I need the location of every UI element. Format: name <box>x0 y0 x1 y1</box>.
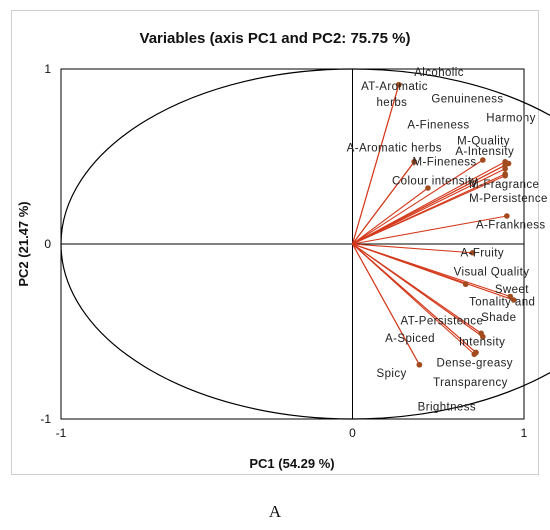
point-tonality-and-shade <box>510 297 517 303</box>
variable-label: Intensity <box>459 337 505 349</box>
x-tick-label: -1 <box>56 426 67 440</box>
variable-label: A-Aromatic herbs <box>347 142 442 154</box>
variable-label: Tonality and <box>469 296 535 308</box>
vector-m-persistence <box>352 175 506 245</box>
panel-label: A <box>269 502 282 521</box>
y-tick-label: 1 <box>44 62 51 76</box>
variable-label: Sweet <box>495 284 529 296</box>
point-colour-intensity <box>425 185 431 191</box>
point-transparency <box>473 349 479 356</box>
vector-m-fineness <box>352 161 415 245</box>
variable-label: Shade <box>481 312 516 324</box>
point-visual-quality <box>462 281 469 288</box>
vector-transparency <box>352 243 477 353</box>
point-a-frankness <box>504 213 510 219</box>
vector-colour-intensity <box>352 187 429 245</box>
x-tick-label: 1 <box>521 426 528 440</box>
vector-brightness <box>352 243 420 366</box>
variable-label: AT-Persistence <box>401 316 484 328</box>
variable-label: Genuineness <box>431 93 503 105</box>
point-at-aromatic-herbs <box>396 81 402 88</box>
variable-label: M-Fragrance <box>469 179 539 191</box>
variable-label: A-Fruity <box>461 247 504 259</box>
y-axis-title: PC2 (21.47 %) <box>16 201 31 286</box>
vector-a-fruity <box>352 243 473 254</box>
variable-label: AT-Aromatic <box>361 81 428 93</box>
variable-label: Transparency <box>433 377 508 389</box>
vector-a-frankness <box>352 215 507 245</box>
variable-label: A-Spiced <box>385 333 435 345</box>
variable-label: M-Fineness <box>413 156 477 168</box>
point-a-intensity <box>480 157 486 163</box>
variable-label: M-Quality <box>457 135 510 147</box>
vector-m-quality <box>352 164 506 245</box>
variable-label: A-Intensity <box>455 146 514 158</box>
variable-label: Colour intensity <box>392 176 478 188</box>
y-tick-label: 0 <box>44 237 51 251</box>
variable-label: Visual Quality <box>454 267 530 279</box>
variable-label: A-Fineness <box>407 120 469 132</box>
vector-tonality-and-shade <box>352 243 514 301</box>
x-axis-title: PC1 (54.29 %) <box>249 456 334 471</box>
point-a-fruity <box>469 249 476 256</box>
vector-a-intensity <box>352 159 484 245</box>
chart-frame <box>11 10 539 475</box>
point-m-quality <box>502 162 508 169</box>
y-tick-label: -1 <box>40 412 51 426</box>
variable-label: Harmony <box>486 113 535 125</box>
chart-title: Variables (axis PC1 and PC2: 75.75 %) <box>140 30 411 47</box>
variable-label: herbs <box>377 97 408 109</box>
point-at-persistence <box>478 330 484 337</box>
point-m-fineness <box>411 158 418 165</box>
variable-label: Brightness <box>418 401 476 413</box>
point-m-persistence <box>502 172 508 179</box>
variable-label: Spicy <box>377 368 407 380</box>
variable-label: A-Frankness <box>476 219 546 231</box>
point-sweet <box>507 293 514 300</box>
vector-at-persistence <box>352 243 482 334</box>
point-brightness <box>416 361 423 368</box>
variable-label: M-Persistence <box>469 193 548 205</box>
x-tick-label: 0 <box>349 426 356 440</box>
variable-label: Alcoholic <box>414 67 464 79</box>
vector-at-aromatic-herbs <box>351 84 400 245</box>
variable-label: Dense-greasy <box>437 358 513 370</box>
